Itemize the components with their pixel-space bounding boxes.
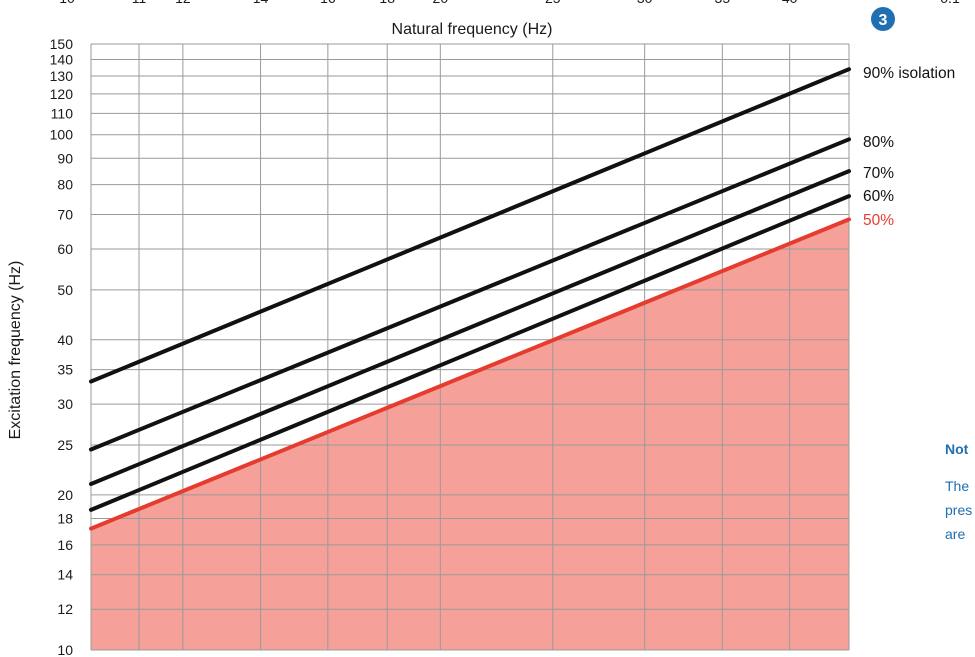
note-line-3: are [945, 526, 966, 542]
series-line-1 [89, 137, 851, 452]
series-line-3 [89, 194, 851, 512]
y-axis-label: Excitation frequency (Hz) [7, 261, 24, 440]
y-tick-label-20: 150 [50, 36, 74, 52]
series-label-1: 80% [863, 134, 894, 151]
y-tick-label-11: 60 [57, 241, 73, 257]
y-tick-labels: 10 12 14 16 18 20 25 30 35 40 50 60 70 80 90 100 110 120 1… [50, 36, 74, 657]
y-tick-label-14: 90 [57, 150, 73, 166]
y-tick-label-19: 140 [50, 51, 74, 67]
x-tick-label-0: 10 [59, 0, 75, 6]
y-tick-label-18: 130 [50, 68, 74, 84]
grid-layer [90, 43, 850, 651]
y-tick-label-4: 18 [57, 510, 73, 526]
badge: 3 [871, 7, 895, 31]
y-tick-label-3: 16 [57, 537, 73, 553]
fill-layer [91, 219, 849, 650]
series-label-4: 50% [863, 212, 894, 229]
x-tick-label-9: 35 [715, 0, 731, 6]
y-tick-label-2: 14 [57, 567, 73, 583]
x-tick-label-7: 25 [545, 0, 561, 6]
x-tick-label-6: 20 [433, 0, 449, 6]
x-tick-label-3: 14 [253, 0, 269, 6]
y-tick-label-16: 110 [51, 105, 74, 121]
x-tick-labels-top-cut: 10 11 12 14 16 18 20 25 30 35 40 0.1 [59, 0, 960, 6]
series-label-2: 70% [863, 165, 894, 182]
y-tick-label-15: 100 [50, 127, 74, 143]
area-fill-4 [91, 219, 849, 650]
note-heading: Not [945, 441, 969, 457]
x-tick-label-8: 30 [637, 0, 653, 6]
x-tick-label-1: 11 [132, 0, 147, 6]
y-tick-label-6: 25 [57, 437, 73, 453]
badge-circle [871, 7, 895, 31]
y-tick-label-1: 12 [57, 601, 73, 617]
series-line-2 [89, 169, 851, 486]
series-line-0 [89, 67, 851, 384]
x-tick-label-4: 16 [320, 0, 336, 6]
y-tick-label-12: 70 [57, 207, 73, 223]
x-tick-label-11: 0.1 [940, 0, 960, 6]
y-tick-label-13: 80 [57, 177, 73, 193]
y-tick-label-9: 40 [57, 332, 73, 348]
note-line-1: The [945, 478, 970, 494]
y-tick-label-0: 10 [57, 642, 73, 657]
x-tick-label-10: 40 [782, 0, 798, 6]
x-tick-label-5: 18 [379, 0, 395, 6]
note-line-2: pres [945, 502, 973, 518]
series-label-3: 60% [863, 188, 894, 205]
series-lines [89, 67, 851, 531]
chart-title: Natural frequency (Hz) [392, 21, 553, 38]
y-tick-label-10: 50 [57, 282, 73, 298]
series-labels: 90% isolation 80% 70% 60% 50% [863, 65, 955, 229]
y-tick-label-7: 30 [57, 396, 73, 412]
x-tick-label-2: 12 [175, 0, 191, 6]
badge-number: 3 [879, 12, 888, 29]
y-tick-label-8: 35 [57, 362, 73, 378]
y-tick-label-17: 120 [50, 86, 74, 102]
series-label-0: 90% isolation [863, 65, 955, 82]
series-line-4 [89, 217, 851, 531]
y-tick-label-5: 20 [57, 487, 73, 503]
